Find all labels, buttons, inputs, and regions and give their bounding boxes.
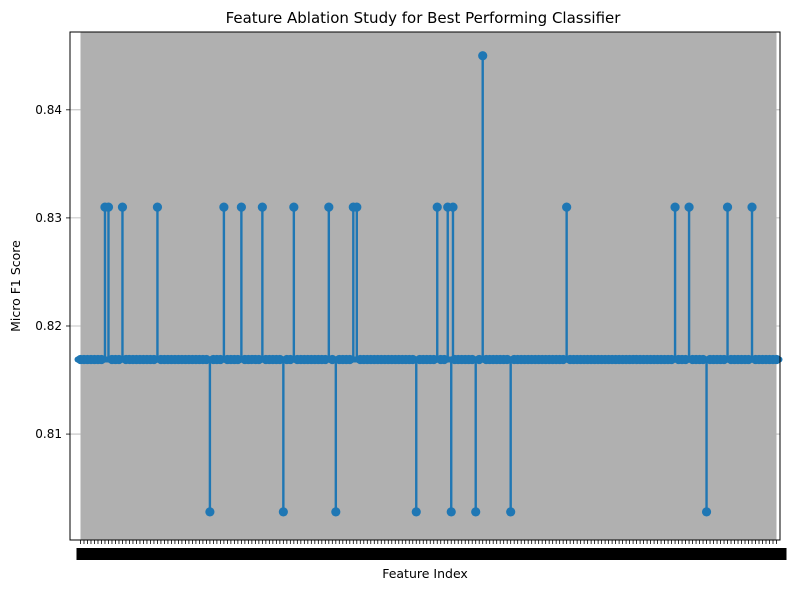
stem-marker bbox=[448, 202, 458, 212]
stem-marker bbox=[289, 202, 299, 212]
y-tick-label: 0.82 bbox=[35, 319, 62, 333]
stem-marker bbox=[285, 354, 295, 365]
stem-marker bbox=[684, 202, 694, 212]
stem-marker bbox=[471, 507, 481, 517]
stem-marker bbox=[747, 202, 757, 212]
stem-marker bbox=[327, 354, 337, 365]
stem-marker bbox=[215, 354, 225, 365]
stem-marker bbox=[96, 354, 107, 365]
stem-marker bbox=[670, 202, 680, 212]
stem-marker bbox=[719, 354, 729, 365]
stem-marker bbox=[562, 202, 572, 212]
stem-marker bbox=[743, 354, 754, 365]
stem-marker bbox=[439, 354, 449, 365]
x-tick-labels-overlap bbox=[76, 548, 787, 560]
stem-marker bbox=[352, 202, 362, 212]
stem-marker bbox=[201, 354, 212, 365]
stem-marker bbox=[152, 202, 163, 212]
stem-marker bbox=[205, 507, 215, 517]
stem-band bbox=[80, 32, 777, 540]
stem-marker bbox=[701, 507, 712, 517]
stem-marker bbox=[331, 507, 341, 517]
stem-marker bbox=[502, 354, 512, 365]
stem-marker bbox=[324, 202, 334, 212]
stem-marker bbox=[698, 354, 708, 365]
y-tick-label: 0.83 bbox=[35, 211, 62, 225]
stem-marker bbox=[666, 354, 677, 365]
stem-marker bbox=[254, 354, 264, 365]
chart-title: Feature Ablation Study for Best Performi… bbox=[226, 9, 622, 27]
stem-marker bbox=[320, 354, 330, 365]
stem-marker bbox=[257, 202, 267, 212]
stem-marker bbox=[558, 354, 568, 365]
stem-marker bbox=[103, 202, 114, 212]
x-axis-label: Feature Index bbox=[382, 566, 468, 581]
stem-marker bbox=[114, 354, 124, 365]
stem-marker bbox=[722, 202, 733, 212]
stem-marker bbox=[478, 51, 488, 61]
y-tick-label: 0.81 bbox=[35, 427, 62, 441]
stem-marker bbox=[236, 202, 246, 212]
y-axis-label: Micro F1 Score bbox=[8, 240, 23, 332]
stem-marker bbox=[345, 354, 355, 365]
stem-marker bbox=[275, 354, 285, 365]
axes-frame bbox=[69, 31, 781, 541]
stem-marker bbox=[680, 354, 691, 365]
stem-marker bbox=[467, 354, 477, 365]
stem-marker bbox=[446, 507, 456, 517]
stem-marker bbox=[117, 202, 128, 212]
stem-marker bbox=[474, 354, 484, 365]
stem-marker bbox=[432, 202, 442, 212]
y-tick-label: 0.84 bbox=[35, 103, 62, 117]
stem-marker bbox=[429, 354, 439, 365]
stem-marker bbox=[408, 354, 418, 365]
stem-marker bbox=[771, 354, 782, 365]
stem-marker bbox=[219, 202, 229, 212]
stem-marker bbox=[411, 507, 421, 517]
stem-marker bbox=[278, 507, 288, 517]
stem-marker bbox=[506, 507, 516, 517]
stem-marker bbox=[233, 354, 243, 365]
stem-marker bbox=[149, 354, 159, 365]
